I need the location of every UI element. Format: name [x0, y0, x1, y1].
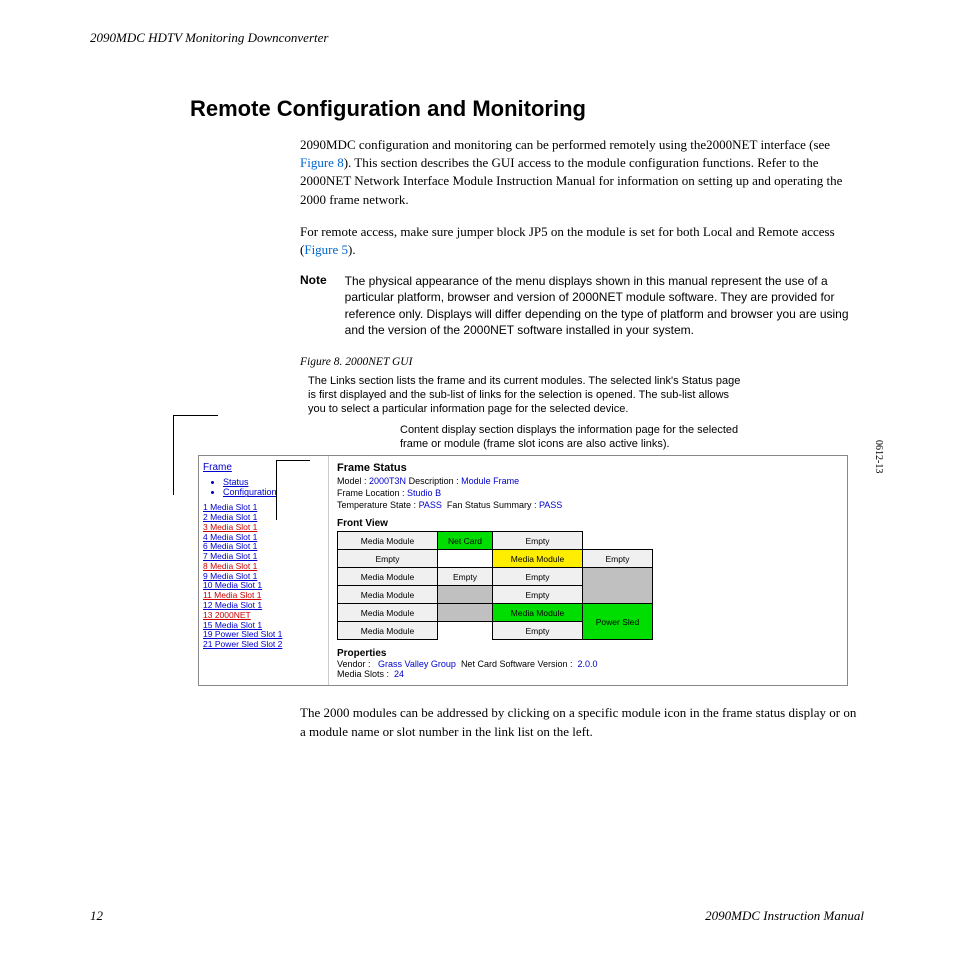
- version-value: 2.0.0: [578, 659, 598, 669]
- slots-value: 24: [394, 669, 404, 679]
- fan-label: Fan Status Summary :: [447, 500, 537, 510]
- callout-leader-line: [173, 415, 218, 495]
- slot-icon[interactable]: Media Module: [493, 604, 583, 622]
- slot-icon[interactable]: Net Card: [438, 532, 493, 550]
- slot-icon: [583, 532, 653, 550]
- slot-icon[interactable]: Empty: [338, 550, 438, 568]
- slot-icon: [583, 568, 653, 604]
- properties-title: Properties: [337, 648, 839, 659]
- slot-icon: [438, 604, 493, 622]
- slot-links-list: 1 Media Slot 12 Media Slot 13 Media Slot…: [203, 503, 324, 649]
- para1-text-a: 2090MDC configuration and monitoring can…: [300, 137, 830, 152]
- page-number: 12: [90, 908, 103, 924]
- slots-label: Media Slots :: [337, 669, 389, 679]
- desc-label: Description :: [409, 476, 459, 486]
- frame-location-line: Frame Location : Studio B: [337, 488, 839, 498]
- frame-temp-line: Temperature State : PASS Fan Status Summ…: [337, 500, 839, 510]
- slot-icon: [438, 586, 493, 604]
- slot-icon[interactable]: Media Module: [338, 532, 438, 550]
- temp-label: Temperature State :: [337, 500, 416, 510]
- version-label: Net Card Software Version :: [461, 659, 573, 669]
- slot-icon[interactable]: Media Module: [493, 550, 583, 568]
- location-label: Frame Location :: [337, 488, 405, 498]
- slot-icon[interactable]: Empty: [493, 622, 583, 640]
- page-footer: 12 2090MDC Instruction Manual: [90, 908, 864, 924]
- footer-doc-title: 2090MDC Instruction Manual: [705, 908, 864, 924]
- properties-vendor-line: Vendor : Grass Valley Group Net Card Sof…: [337, 659, 839, 669]
- desc-value: Module Frame: [461, 476, 519, 486]
- figure-8-link[interactable]: Figure 8: [300, 155, 344, 170]
- model-label: Model :: [337, 476, 367, 486]
- slot-icon[interactable]: Empty: [438, 568, 493, 586]
- slot-icon: [438, 622, 493, 640]
- note-block: Note The physical appearance of the menu…: [300, 273, 864, 338]
- callout-links-section: The Links section lists the frame and it…: [308, 374, 748, 417]
- callout-leader-line: [276, 460, 310, 520]
- section-heading: Remote Configuration and Monitoring: [190, 96, 864, 122]
- slot-icon[interactable]: Power Sled: [583, 604, 653, 640]
- slot-icon[interactable]: Empty: [493, 568, 583, 586]
- slot-icon[interactable]: Empty: [493, 586, 583, 604]
- slot-icon[interactable]: Media Module: [338, 604, 438, 622]
- paragraph-3: The 2000 modules can be addressed by cli…: [300, 704, 864, 740]
- front-view-grid: Media ModuleNet CardEmptyEmptyMedia Modu…: [337, 531, 653, 640]
- para2-text-b: ).: [348, 242, 356, 257]
- gui-content-panel: Frame Status Model : 2000T3N Description…: [329, 456, 847, 685]
- slot-icon[interactable]: Media Module: [338, 622, 438, 640]
- slot-icon[interactable]: Media Module: [338, 568, 438, 586]
- location-value: Studio B: [407, 488, 441, 498]
- note-label: Note: [300, 273, 327, 338]
- figure-caption: Figure 8. 2000NET GUI: [300, 356, 864, 368]
- vendor-label: Vendor :: [337, 659, 371, 669]
- figure-code: 0612-13: [873, 440, 884, 473]
- running-header: 2090MDC HDTV Monitoring Downconverter: [90, 30, 864, 46]
- frame-status-title: Frame Status: [337, 462, 839, 474]
- paragraph-1: 2090MDC configuration and monitoring can…: [300, 136, 864, 209]
- fan-value: PASS: [539, 500, 562, 510]
- callout-content-section: Content display section displays the inf…: [400, 423, 750, 452]
- temp-value: PASS: [419, 500, 442, 510]
- front-view-label: Front View: [337, 518, 839, 529]
- figure-5-link[interactable]: Figure 5: [304, 242, 348, 257]
- vendor-value: Grass Valley Group: [378, 659, 456, 669]
- frame-status-model-line: Model : 2000T3N Description : Module Fra…: [337, 476, 839, 486]
- slot-icon[interactable]: Media Module: [338, 586, 438, 604]
- slot-icon[interactable]: Empty: [583, 550, 653, 568]
- para2-text-a: For remote access, make sure jumper bloc…: [300, 224, 835, 257]
- slot-link[interactable]: 21 Power Sled Slot 2: [203, 640, 324, 650]
- note-text: The physical appearance of the menu disp…: [345, 273, 864, 338]
- slot-icon: [438, 550, 493, 568]
- slot-icon[interactable]: Empty: [493, 532, 583, 550]
- model-value: 2000T3N: [369, 476, 406, 486]
- para1-text-b: ). This section describes the GUI access…: [300, 155, 842, 206]
- paragraph-2: For remote access, make sure jumper bloc…: [300, 223, 864, 259]
- properties-slots-line: Media Slots : 24: [337, 669, 839, 679]
